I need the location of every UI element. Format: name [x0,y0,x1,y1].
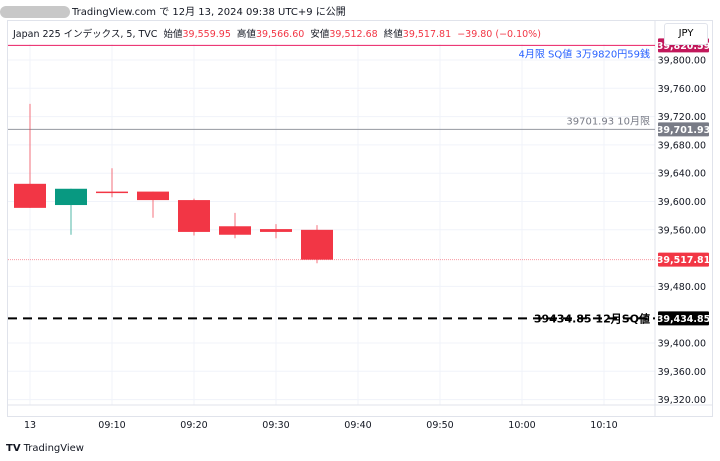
y-tick-label: 39,600.00 [658,197,706,208]
y-tick-label: 39,320.00 [658,395,706,406]
candle-body [178,200,210,232]
price-axis-tag [658,122,709,137]
y-tick-label: 39,640.00 [658,169,706,180]
y-tick-label: 39,720.00 [658,112,706,123]
price-axis-tag [658,252,709,267]
high-label: 高値 [236,29,256,40]
currency-button[interactable]: JPY [664,23,708,45]
price-axis-tag-label: 39,701.93 [657,125,711,136]
y-tick-label: 39,480.00 [658,282,706,293]
x-tick-label: 10:00 [508,420,535,431]
candle-body [301,229,333,260]
change-value: −39.80 (−0.10%) [457,29,541,40]
high-value: 39,566.60 [255,29,305,40]
x-tick-label: 13 [24,420,36,431]
low-label: 安値 [310,29,330,40]
y-tick-label: 39,560.00 [658,225,706,236]
candle-body [137,191,169,201]
x-tick-label: 09:20 [180,420,207,431]
price-axis-tag [658,311,709,326]
candle-body [14,183,46,208]
x-tick-label: 09:50 [426,420,453,431]
open-value: 39,559.95 [182,29,231,40]
x-tick-label: 09:40 [344,420,371,431]
tv-logo-icon: TV [6,443,21,454]
candle-body [55,188,87,206]
candle-body [260,229,292,232]
chart-frame [7,20,713,417]
x-tick-label: 09:10 [98,420,125,431]
y-tick-label: 39,760.00 [658,84,706,95]
y-tick-label: 39,360.00 [658,367,706,378]
ohlc-legend: Japan 225 インデックス, 5, TVC 始値39,559.95 高値3… [13,26,541,40]
tradingview-logo[interactable]: TV TradingView [6,443,84,454]
redacted-username [0,6,70,18]
y-tick-label: 39,400.00 [658,339,706,350]
close-value: 39,517.81 [402,29,452,40]
x-tick-label: 10:10 [590,420,617,431]
price-line-label: 39434.85 12月SQ値 [534,311,650,325]
price-axis-tag-label: 39,517.81 [657,255,711,266]
x-tick-label: 09:30 [262,420,289,431]
candle-body [96,191,128,194]
publish-text: TradingView.com で 12月 13, 2024 09:38 UTC… [72,7,346,18]
brand-text: TradingView [23,443,84,454]
symbol-label[interactable]: Japan 225 インデックス, 5, TVC [13,29,158,40]
close-label: 終値 [383,29,403,40]
y-tick-label: 39,680.00 [658,140,706,151]
publish-info: TradingView.com で 12月 13, 2024 09:38 UTC… [0,3,346,19]
price-axis-tag-label: 39,434.85 [657,314,711,325]
y-tick-label: 39,800.00 [658,56,706,67]
candle-body [219,226,251,235]
open-label: 始値 [163,29,183,40]
low-value: 39,512.68 [329,29,378,40]
price-line-label: 4月限 SQ値 3万9820円59銭 [519,47,650,60]
price-axis-tag-label: 39,820.59 [657,41,711,52]
price-line-label: 39701.93 10月限 [566,115,650,127]
